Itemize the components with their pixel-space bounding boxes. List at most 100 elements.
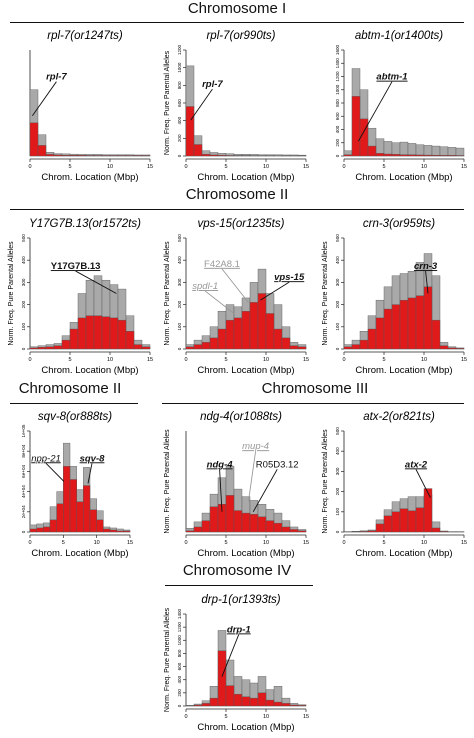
x-axis-label: Chrom. Location (Mbp)	[41, 365, 138, 376]
x-tick-label: 15	[303, 540, 309, 546]
bar-red	[209, 154, 219, 157]
bar-red	[69, 479, 77, 533]
y-tick-label: 400	[177, 675, 182, 683]
gene-annotation: drp-1	[227, 624, 251, 635]
bar-red	[69, 328, 79, 350]
y-axis-label: Norm. Freq. Pure Parental Alleles	[322, 429, 329, 534]
histogram-panel: vps-15(or1235ts) Norm. Freq. Pure Parenta…	[162, 214, 312, 379]
x-axis-label: Chrom. Location (Mbp)	[197, 365, 294, 376]
bar-red	[265, 699, 275, 707]
x-tick-label: 15	[127, 540, 133, 546]
bar-red	[49, 519, 57, 533]
bar-red	[343, 346, 353, 350]
bar-red	[185, 106, 195, 157]
bar-red	[423, 286, 433, 350]
bar-red	[37, 347, 47, 350]
annotation-leader-line	[45, 462, 65, 482]
bar-red	[297, 705, 307, 707]
section-title-chromosome-2: Chromosome II	[185, 186, 289, 203]
bar-red	[407, 510, 417, 533]
y-tick-label: 0	[21, 530, 26, 533]
bar-red	[415, 295, 425, 350]
bar-red	[109, 317, 119, 350]
bar-red	[61, 339, 71, 350]
x-axis-label: Chrom. Location (Mbp)	[197, 548, 294, 559]
x-tick-label: 5	[224, 164, 227, 170]
panel-title: rpl-7(or990ts)	[206, 30, 275, 42]
bar-red	[217, 328, 227, 350]
bar-red	[241, 512, 251, 533]
bar-red	[281, 703, 291, 707]
section-rule	[10, 403, 138, 404]
x-tick-label: 10	[263, 540, 269, 546]
gene-annotation: spdl-1	[192, 281, 218, 292]
x-axis-label: Chrom. Location (Mbp)	[355, 172, 452, 183]
x-tick-label: 0	[184, 357, 187, 363]
x-tick-label: 10	[421, 540, 427, 546]
bar-red	[209, 337, 219, 350]
bar-red	[116, 530, 124, 533]
bar-red	[109, 529, 117, 533]
bar-red	[193, 144, 203, 157]
bar-red	[217, 155, 227, 157]
bar-red	[109, 155, 119, 157]
bar-red	[399, 154, 409, 157]
panel-title: abtm-1(or1400ts)	[355, 30, 443, 42]
section-rule	[162, 403, 464, 404]
bar-red	[233, 510, 243, 533]
x-tick-label: 0	[184, 540, 187, 546]
bar-red	[101, 155, 111, 157]
annotation-leader-line	[204, 290, 235, 314]
y-tick-label: 500	[21, 234, 26, 242]
bar-red	[439, 531, 449, 533]
y-tick-label: 500	[335, 234, 340, 242]
bar-red	[273, 328, 283, 350]
y-axis-label: Norm. Freq. Pure Parental Alleles	[164, 241, 171, 346]
annotation-leader-line	[219, 469, 223, 512]
histogram-panel: rpl-7(or990ts) Norm. Freq. Pure Parental …	[162, 26, 312, 186]
bar-red	[281, 337, 291, 350]
x-tick-label: 5	[224, 714, 227, 720]
bar-red	[273, 701, 283, 707]
histogram-chart: atx-2(or821ts) Norm. Freq. Pure Parental …	[322, 411, 467, 559]
histogram-panel: drp-1(or1393ts) Norm. Freq. Pure Parental…	[162, 590, 312, 736]
bar-red	[249, 302, 259, 350]
bar-red	[93, 155, 103, 157]
bar-red	[399, 508, 409, 533]
bar-red	[289, 704, 299, 707]
gene-annotation: abtm-1	[376, 72, 407, 83]
panel-title: atx-2(or821ts)	[363, 411, 435, 423]
bar-red	[265, 313, 275, 350]
gene-annotation: sqv-8	[80, 453, 106, 464]
section-title-chromosome-2-b: Chromosome II	[18, 380, 122, 397]
y-tick-label: 200	[21, 300, 26, 308]
bar-red	[233, 317, 243, 350]
bar-red	[439, 155, 449, 157]
bar-red	[391, 304, 401, 350]
y-tick-label: 600	[177, 99, 182, 107]
panel-title: Y17G7B.13(or1572ts)	[29, 218, 141, 230]
y-tick-label: 1200	[177, 622, 182, 633]
gene-annotation: R05D3.12	[256, 459, 299, 470]
y-tick-label: 300	[177, 278, 182, 286]
bar-red	[241, 696, 251, 707]
histogram-panel: abtm-1(or1400ts) 0 200 400 600 800 1000 1200 140…	[320, 26, 470, 186]
bar-red	[185, 530, 195, 533]
histogram-chart: abtm-1(or1400ts) 0 200 400 600 800 1000 1200 140…	[335, 30, 467, 183]
bar-red	[201, 342, 211, 350]
histogram-panel: ndg-4(or1088ts) Norm. Freq. Pure Parental…	[162, 407, 312, 562]
x-tick-label: 0	[28, 164, 31, 170]
y-tick-label: 0	[21, 347, 26, 350]
x-tick-label: 5	[224, 540, 227, 546]
bar-gray	[439, 146, 449, 157]
bar-red	[351, 96, 361, 157]
bar-red	[29, 347, 39, 350]
x-tick-label: 10	[94, 540, 100, 546]
bar-red	[455, 348, 465, 350]
bar-gray	[423, 145, 433, 157]
y-tick-label: 1400	[335, 58, 340, 69]
x-tick-label: 5	[382, 164, 385, 170]
y-tick-label: 600	[335, 112, 340, 120]
bar-red	[193, 704, 203, 707]
histogram-panel: rpl-7(or1247ts) 0 5 10 15 Chrom. Location (Mb…	[6, 26, 156, 186]
